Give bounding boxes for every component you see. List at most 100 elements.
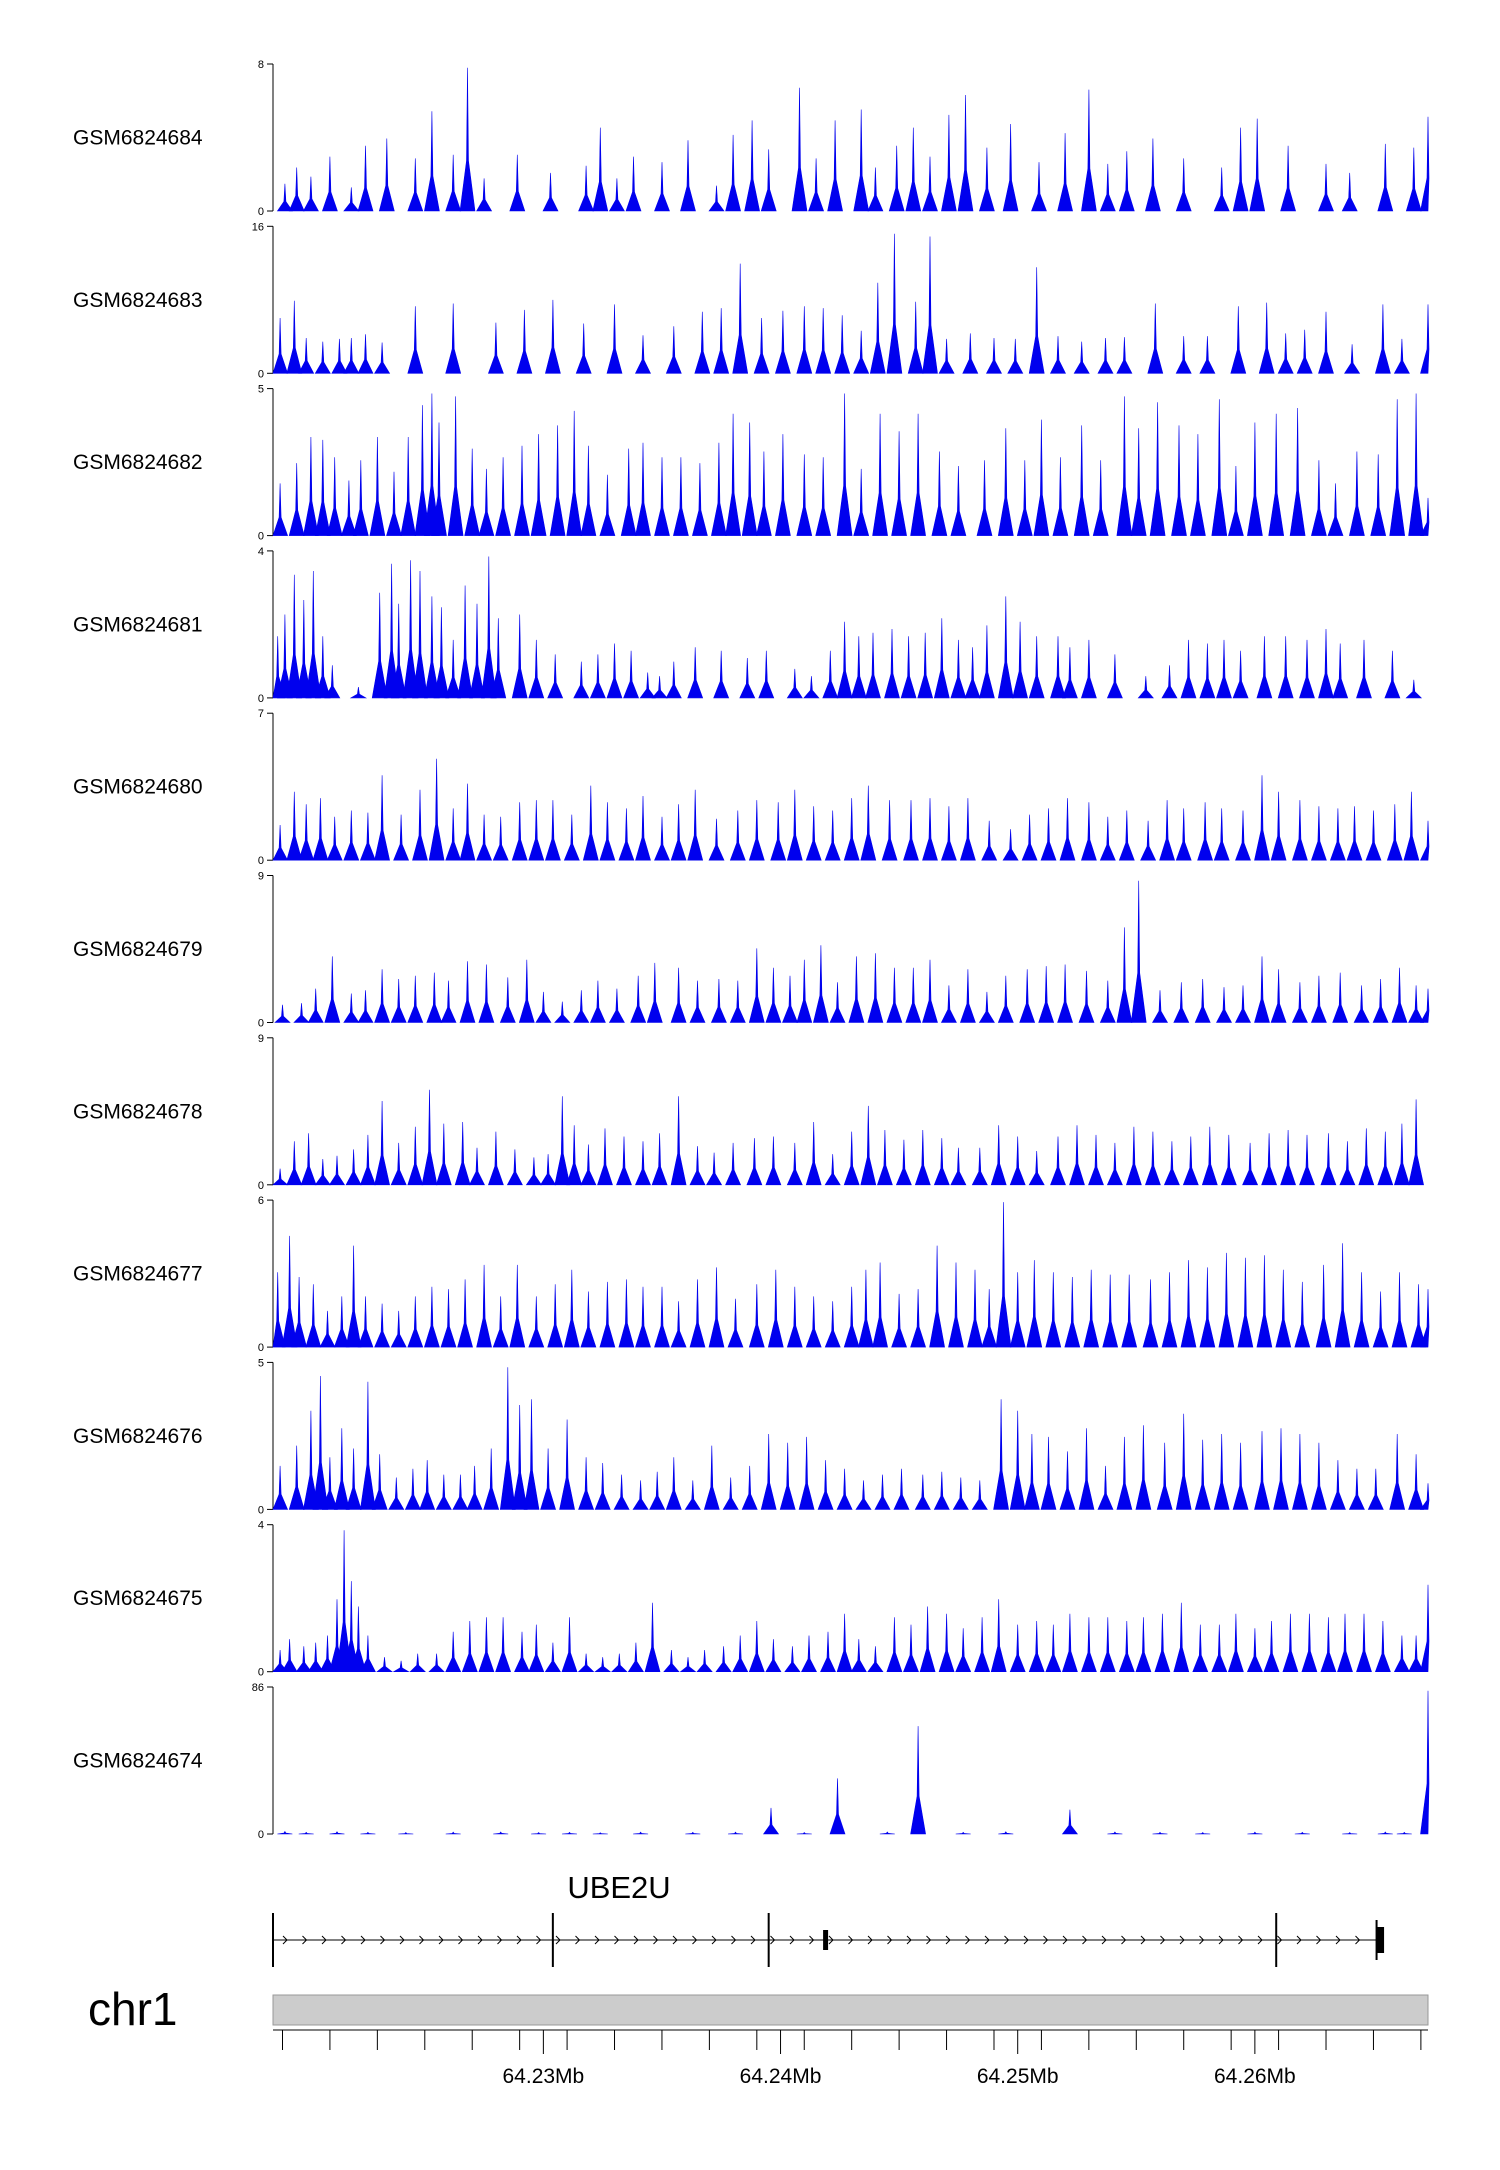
signal-peak (272, 1272, 286, 1348)
signal-peak (888, 145, 905, 212)
signal-peak (1235, 985, 1251, 1023)
signal-peak (903, 1624, 919, 1672)
signal-peak (1227, 1613, 1244, 1672)
track-label: GSM6824681 (73, 613, 203, 636)
signal-peak (1353, 985, 1370, 1023)
signal-peak (305, 1284, 322, 1348)
signal-peak (531, 1832, 547, 1835)
signal-peak (784, 1646, 801, 1672)
signal-peak (1009, 1410, 1026, 1510)
chromosome-label: chr1 (88, 1983, 177, 2035)
signal-peak (1365, 810, 1382, 861)
signal-peak (1028, 1150, 1045, 1186)
signal-peak (1199, 1267, 1216, 1348)
signal-peak (407, 306, 424, 374)
signal-peak (900, 636, 917, 699)
signal-peak (476, 1264, 492, 1348)
signal-peak (1374, 1620, 1391, 1672)
signal-peak (1099, 163, 1116, 212)
signal-peak (1408, 1099, 1424, 1186)
signal-peak (466, 1465, 483, 1510)
y-max-label: 4 (258, 546, 264, 558)
track-GSM6824683: GSM6824683 16 0 (73, 221, 1430, 380)
signal-peak (511, 614, 528, 699)
signal-peak (390, 978, 407, 1023)
signal-peak (1059, 798, 1076, 861)
signal-peak (1213, 808, 1230, 861)
signal-peak (689, 980, 706, 1023)
signal-peak (872, 1262, 888, 1348)
y-max-label: 9 (258, 871, 264, 883)
signal-peak (1258, 302, 1275, 374)
signal-peak (1078, 1428, 1095, 1510)
signal-peak (286, 791, 303, 861)
signal-peak (1377, 1131, 1394, 1186)
signal-peak (1116, 396, 1133, 536)
signal-peak (407, 975, 424, 1023)
signal-peak (542, 172, 559, 212)
signal-peak (1327, 483, 1344, 536)
signal-peak (725, 1142, 742, 1186)
signal-peak (435, 1474, 452, 1510)
signal-peak (561, 1617, 578, 1672)
signal-peak (1372, 978, 1389, 1023)
signal-peak (815, 308, 832, 374)
signal-peak (891, 431, 907, 536)
signal-peak (561, 1831, 578, 1835)
signal-peak (1028, 636, 1045, 699)
signal-peak (1045, 1624, 1062, 1672)
signal-peak (359, 1134, 376, 1186)
signal-peak (509, 154, 526, 212)
signal-peak (272, 1168, 289, 1186)
strand-arrow (419, 1935, 425, 1945)
strand-arrow (984, 1935, 990, 1945)
signal-peak (1028, 267, 1045, 374)
y-max-label: 8 (258, 59, 264, 71)
signal-peak (1232, 650, 1249, 699)
signal-peak (573, 661, 590, 699)
signal-peak (850, 636, 867, 699)
signal-peak (1118, 1620, 1135, 1672)
track-GSM6824677: GSM6824677 6 0 (73, 1195, 1430, 1354)
track-GSM6824680: GSM6824680 7 0 (73, 708, 1430, 867)
signal-peak (685, 1831, 701, 1835)
signal-peak (708, 818, 725, 861)
signal-peak (1356, 1613, 1372, 1672)
signal-peak (786, 1286, 803, 1348)
signal-peak (708, 185, 725, 212)
signal-peak (1102, 1274, 1119, 1348)
signal-peak (547, 654, 564, 699)
signal-peak (1216, 639, 1232, 699)
signal-peak (343, 187, 360, 212)
signal-peak (995, 1202, 1012, 1348)
signal-peak (967, 1269, 983, 1348)
track-label: GSM6824679 (73, 938, 203, 961)
signal-peak (1099, 1617, 1116, 1672)
signal-peak (910, 1726, 926, 1835)
signal-peak (803, 676, 820, 699)
signal-peak (760, 1433, 777, 1510)
strand-arrow (1062, 1935, 1068, 1945)
signal-peak (1232, 127, 1249, 212)
signal-peak (623, 650, 640, 699)
signal-peak (1393, 1123, 1410, 1186)
signal-peak (1159, 800, 1176, 861)
signal-peak (649, 1471, 666, 1510)
signal-peak (805, 1296, 822, 1348)
signal-peak (753, 317, 770, 374)
signal-peak (1116, 927, 1133, 1023)
signal-peak (635, 1286, 651, 1348)
signal-peak (836, 1468, 853, 1510)
signal-peak (627, 1642, 644, 1672)
signal-peak (300, 1133, 317, 1186)
signal-peak (419, 1460, 436, 1510)
strand-arrow (1355, 1935, 1361, 1945)
signal-peak (767, 1269, 784, 1348)
signal-peak (907, 301, 924, 374)
signal-peak (1367, 1468, 1384, 1510)
signal-peak (1348, 1468, 1365, 1510)
signal-peak (1356, 639, 1372, 699)
signal-peak (518, 959, 535, 1023)
signal-peak (903, 800, 919, 861)
signal-peak (1420, 820, 1430, 861)
